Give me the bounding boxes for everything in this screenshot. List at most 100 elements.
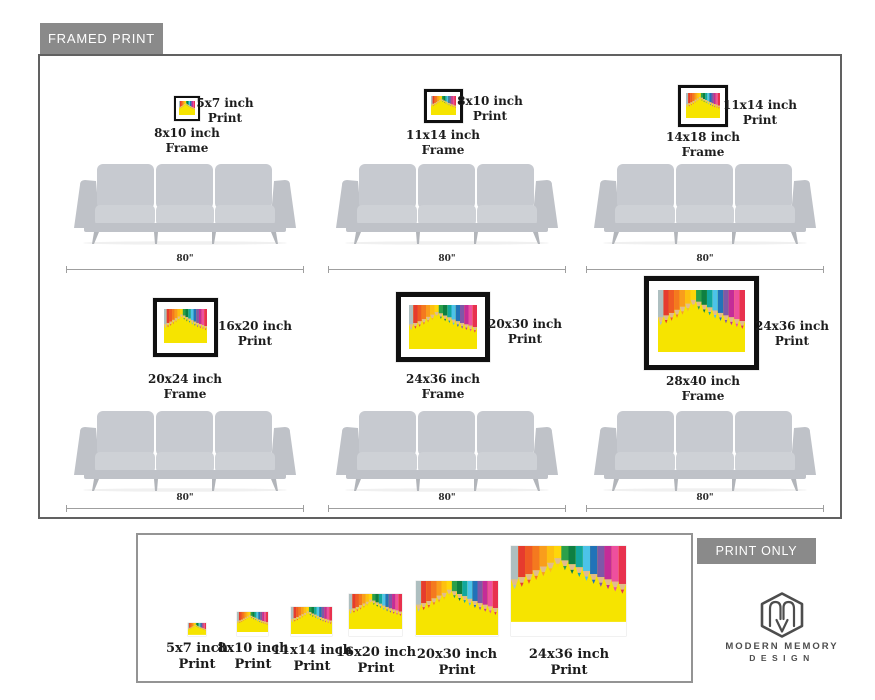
print-word-text: Print (178, 657, 216, 672)
sofa-illustration (586, 395, 824, 492)
print-item (188, 623, 206, 636)
pencil-print-art (431, 96, 456, 115)
print-size-text: 24x36 inch (754, 319, 830, 333)
frame-size-label: 11x14 inch Frame (388, 128, 498, 158)
print-size-label: 24x36 inch Print (751, 319, 833, 349)
sofa-illustration (66, 395, 304, 492)
print-size-label: 5x7 inch Print (185, 96, 265, 126)
print-word-text: Print (507, 332, 543, 346)
frame-word-text: Frame (681, 389, 725, 403)
print-item (349, 594, 402, 636)
sofa-width-dimension: 80" (66, 485, 304, 512)
frame-word-text: Frame (165, 141, 209, 155)
print-word-text: Print (234, 657, 272, 672)
dimension-label: 80" (176, 493, 194, 503)
framed-print-panel: 5x7 inch Print 8x10 inch Frame 8x10 inch… (38, 54, 842, 519)
pencil-print-art (188, 623, 206, 635)
sofa-width-dimension: 80" (328, 246, 566, 273)
print-size-text: 16x20 inch (217, 319, 293, 333)
pencil-print-art (349, 594, 402, 629)
framed-print-badge: FRAMED PRINT (40, 23, 163, 54)
frame-size-text: 11x14 inch (405, 128, 481, 142)
framed-print (153, 298, 218, 357)
print-word-text: Print (774, 334, 810, 348)
sofa-illustration (328, 148, 566, 245)
dimension-line (66, 266, 304, 273)
dimension-line (328, 505, 566, 512)
print-size-label: 16x20 inch Print (331, 645, 421, 677)
frame-size-text: 14x18 inch (665, 130, 741, 144)
dimension-label: 80" (696, 493, 714, 503)
sofa-illustration (66, 148, 304, 245)
print-size-text: 11x14 inch (271, 643, 353, 658)
dimension-label: 80" (438, 493, 456, 503)
dimension-line (586, 266, 824, 273)
print-word-text: Print (293, 659, 331, 674)
sofa-illustration (328, 395, 566, 492)
print-size-text: 11x14 inch (722, 98, 798, 112)
print-size-label: 16x20 inch Print (215, 319, 295, 349)
print-word-text: Print (742, 113, 778, 127)
frame-word-text: Frame (421, 387, 465, 401)
pencil-print-art (291, 607, 332, 635)
frame-size-label: 28x40 inch Frame (648, 374, 758, 404)
print-word-text: Print (237, 334, 273, 348)
framed-print (678, 85, 728, 127)
print-item (291, 607, 332, 636)
frame-size-label: 8x10 inch Frame (132, 126, 242, 156)
framed-print (644, 276, 759, 370)
print-size-label: 11x14 inch Print (720, 98, 800, 128)
print-item (237, 612, 268, 636)
sofa-width-dimension: 80" (66, 246, 304, 273)
frame-size-label: 24x36 inch Frame (388, 372, 498, 402)
print-size-text: 5x7 inch (196, 96, 254, 110)
pencil-print-art (658, 290, 745, 352)
print-size-text: 5x7 inch (165, 641, 229, 656)
print-size-label: 5x7 inch Print (152, 641, 242, 673)
print-size-label: 20x30 inch Print (485, 317, 565, 347)
print-only-panel: 5x7 inch Print 8x10 inch Print 11x14 inc… (136, 533, 693, 683)
dimension-label: 80" (176, 254, 194, 264)
pencil-print-art (511, 546, 626, 622)
pencil-print-art (164, 309, 207, 343)
dimension-line (66, 505, 304, 512)
frame-size-text: 20x24 inch (147, 372, 223, 386)
frame-word-text: Frame (421, 143, 465, 157)
print-size-text: 24x36 inch (528, 647, 610, 662)
frame-size-label: 14x18 inch Frame (648, 130, 758, 160)
print-size-label: 8x10 inch Print (450, 94, 530, 124)
print-size-label: 24x36 inch Print (524, 647, 614, 679)
print-size-text: 16x20 inch (335, 645, 417, 660)
dimension-line (586, 505, 824, 512)
pencil-print-art (237, 612, 268, 633)
dimension-line (328, 266, 566, 273)
framed-print (424, 89, 463, 123)
brand-logo: MODERN MEMORY DESIGN (712, 592, 852, 663)
print-word-text: Print (438, 663, 476, 678)
print-word-text: Print (207, 111, 243, 125)
print-word-text: Print (472, 109, 508, 123)
sofa-width-dimension: 80" (586, 485, 824, 512)
frame-size-text: 8x10 inch (154, 126, 220, 140)
print-item (511, 546, 626, 636)
sofa-illustration (586, 148, 824, 245)
pencil-print-art (686, 93, 720, 118)
print-size-text: 20x30 inch (487, 317, 563, 331)
framed-print (396, 292, 490, 362)
frame-word-text: Frame (163, 387, 207, 401)
dimension-label: 80" (438, 254, 456, 264)
print-size-label: 11x14 inch Print (267, 643, 357, 675)
print-item (416, 581, 498, 636)
print-size-text: 20x30 inch (416, 647, 498, 662)
frame-size-text: 28x40 inch (665, 374, 741, 388)
brand-subname: DESIGN (749, 653, 815, 663)
frame-size-text: 24x36 inch (405, 372, 481, 386)
print-size-label: 8x10 inch Print (208, 641, 298, 673)
brand-logo-icon (760, 592, 804, 638)
print-word-text: Print (550, 663, 588, 678)
print-only-badge: PRINT ONLY (697, 538, 816, 564)
print-size-text: 8x10 inch (217, 641, 289, 656)
frame-word-text: Frame (681, 145, 725, 159)
print-size-label: 20x30 inch Print (412, 647, 502, 679)
